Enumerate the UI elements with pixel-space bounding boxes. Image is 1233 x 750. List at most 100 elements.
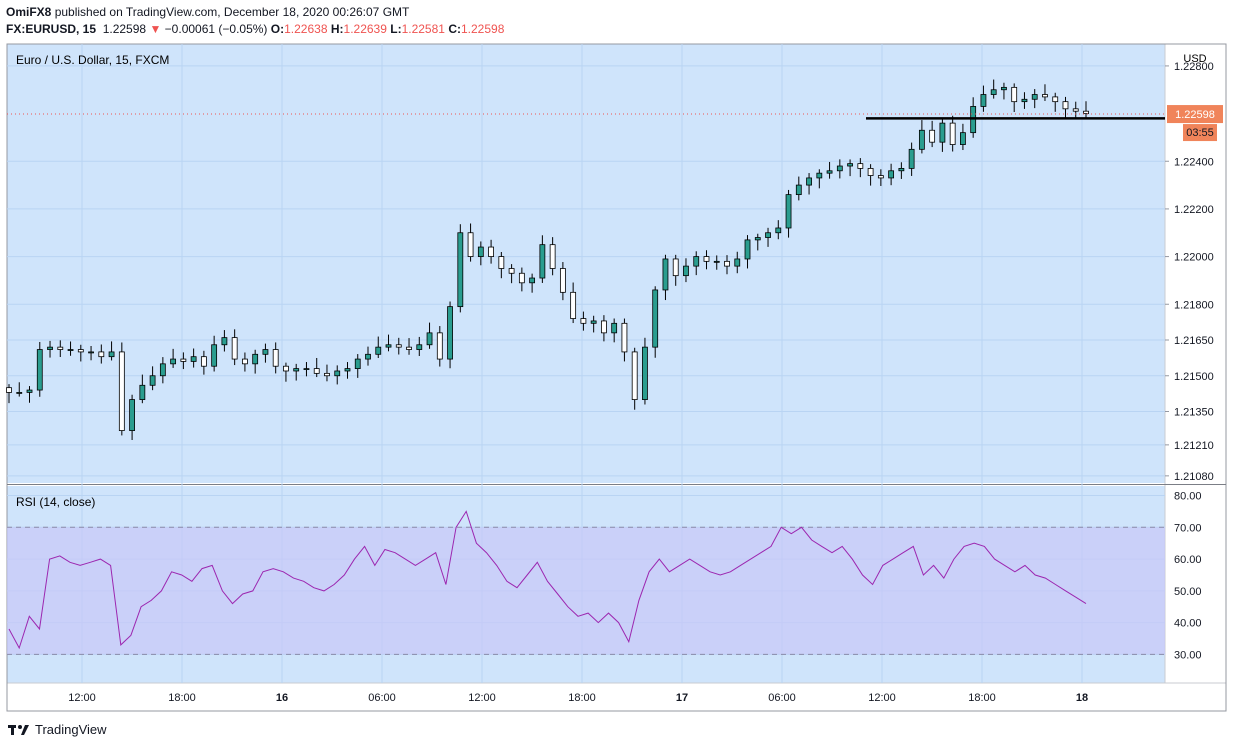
candle-body [826,170,833,174]
close-value: 1.22598 [460,22,505,36]
candle-body [672,258,679,277]
tradingview-footer[interactable]: TradingView [8,722,107,737]
candle-body [67,349,74,351]
candle-body [754,237,761,241]
candle-body [847,163,853,167]
candle-body [467,232,474,257]
symbol-label: FX:EURUSD, 15 [6,22,97,36]
countdown-badge [1183,124,1217,142]
candle-body [631,351,638,400]
candle-body [775,227,782,234]
candle-body [231,337,238,360]
candle-body [303,368,310,371]
candle-body [354,358,361,370]
candle-body [785,194,792,229]
candle-body [313,368,320,374]
publish-info: published on TradingView.com, December 1… [51,5,410,19]
candle-body [457,232,464,308]
time-tick-label: 18:00 [168,692,196,704]
candle-body [190,356,197,362]
chart-canvas[interactable]: 1.22598 03:55 1.22800 1.22400 1.22200 1.2200… [0,0,1233,722]
open-value: 1.22638 [284,22,328,36]
time-tick-label: 06:00 [368,692,396,704]
candle-body [221,337,228,346]
candle-body [283,365,289,372]
candle-body [149,375,156,386]
candle-body [867,167,874,176]
candle-body [611,322,618,334]
candle-body [508,268,515,274]
time-tick-label: 16 [276,692,288,704]
candle-body [518,272,525,284]
candle-body [929,129,936,143]
price-tick-label: 1.22400 [1174,156,1214,168]
rsi-tick-label: 50.00 [1174,586,1202,598]
publish-line: OmiFX8 published on TradingView.com, Dec… [6,4,504,21]
candle-body [47,346,53,350]
candle-body [77,349,84,353]
rsi-tick-label: 40.00 [1174,618,1202,630]
candle-body [477,246,484,257]
candle-body [262,349,269,355]
candle-body [836,165,843,172]
candle-body [1021,98,1028,103]
chart-header: OmiFX8 published on TradingView.com, Dec… [6,4,504,38]
candle-body [795,184,802,196]
candle-body [334,370,341,377]
candle-body [344,368,351,372]
rsi-line [8,510,1087,650]
main-chart-title: Euro / U.S. Dollar, 15, FXCM [16,53,169,67]
candle-body [36,349,43,391]
candle-body [857,163,864,169]
down-arrow-icon: ▼ [149,22,162,36]
author-name[interactable]: OmiFX8 [6,5,52,19]
candle-body [324,372,330,377]
candle-body [652,289,659,348]
rsi-band [7,526,1165,655]
candle-body [662,258,669,291]
time-tick-label: 17 [676,692,688,704]
time-tick-label: 18:00 [968,692,996,704]
chart-frame [6,43,1227,712]
candle-body [990,89,997,95]
candle-body [724,260,730,267]
rsi-series [8,510,1087,650]
candle-body [426,332,433,346]
annotations: 1.22598 03:55 [7,105,1223,142]
candle-body [898,167,905,172]
candle-body [180,358,187,362]
quote-line: FX:EURUSD, 15 1.22598 ▼ −0.00061 (−0.05%… [6,21,504,38]
price-tick-label: 1.21650 [1174,335,1214,347]
low-label: L: [390,22,402,36]
candle-body [1042,94,1048,98]
high-value: 1.22639 [343,22,387,36]
candle-body [744,239,751,260]
countdown-badge-label: 03:55 [1186,127,1214,139]
candle-body [539,244,546,279]
candle-body [200,356,207,367]
candle-body [683,265,689,277]
candle-body [498,256,505,269]
candle-body [1062,101,1069,110]
brand-name: TradingView [35,722,107,737]
candle-body [765,232,771,238]
time-tick-label: 18 [1076,692,1088,704]
currency-label[interactable]: USD [1183,53,1206,65]
candle-body [365,353,371,360]
candle-body [570,291,577,319]
candle-body [580,318,587,324]
candle-body [406,346,412,350]
candle-body [806,177,812,186]
candle-body [877,175,884,179]
open-label: O: [270,22,285,36]
candle-body [960,132,966,145]
low-value: 1.22581 [401,22,445,36]
candle-body [980,94,987,107]
price-tick-label: 1.22000 [1174,252,1214,264]
candle-body [57,346,64,350]
candle-body [252,353,259,365]
rsi-tick-label: 80.00 [1174,491,1202,503]
time-tick-label: 12:00 [468,692,496,704]
candle-body [26,389,33,393]
candle-body [549,244,556,269]
